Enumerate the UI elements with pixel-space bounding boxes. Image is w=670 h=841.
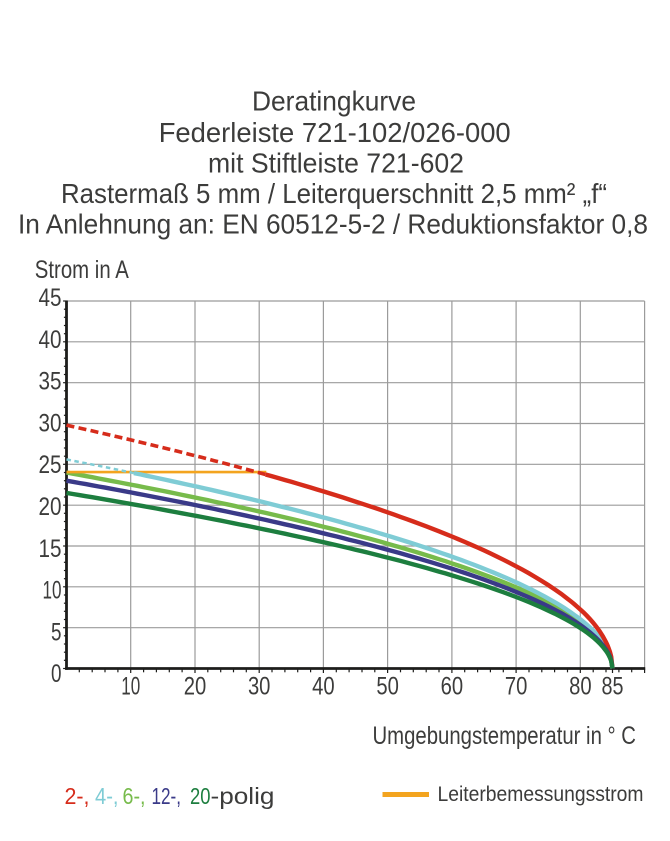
svg-text:Leiterbemessungsstrom: Leiterbemessungsstrom xyxy=(438,783,644,806)
svg-text:15: 15 xyxy=(39,535,62,563)
svg-text:80: 80 xyxy=(569,673,592,701)
svg-text:0: 0 xyxy=(51,660,62,688)
svg-text:20: 20 xyxy=(184,673,207,701)
svg-text:Federleiste 721-102/026-000: Federleiste 721-102/026-000 xyxy=(159,117,511,148)
svg-text:5: 5 xyxy=(51,618,62,646)
svg-text:-polig: -polig xyxy=(211,783,275,809)
svg-text:Strom in A: Strom in A xyxy=(35,256,129,284)
svg-text:Rastermaß 5 mm / Leiterquersch: Rastermaß 5 mm / Leiterquerschnitt 2,5 m… xyxy=(61,178,607,209)
svg-text:85: 85 xyxy=(601,673,623,701)
svg-text:45: 45 xyxy=(39,284,62,312)
svg-text:20: 20 xyxy=(190,783,211,809)
svg-text:25: 25 xyxy=(39,451,62,479)
svg-text:2-,: 2-, xyxy=(65,783,90,809)
svg-text:mit Stiftleiste 721-602: mit Stiftleiste 721-602 xyxy=(208,148,464,179)
svg-text:35: 35 xyxy=(39,368,62,396)
svg-text:40: 40 xyxy=(39,326,62,354)
svg-text:In Anlehnung an: EN 60512-5-2: In Anlehnung an: EN 60512-5-2 / Reduktio… xyxy=(18,209,648,240)
svg-text:20: 20 xyxy=(39,493,62,521)
svg-text:70: 70 xyxy=(505,673,528,701)
svg-text:30: 30 xyxy=(39,410,62,438)
svg-text:40: 40 xyxy=(312,673,335,701)
svg-text:10: 10 xyxy=(43,577,62,605)
svg-text:30: 30 xyxy=(248,673,271,701)
svg-text:Deratingkurve: Deratingkurve xyxy=(252,86,416,117)
svg-text:4-,: 4-, xyxy=(95,783,119,809)
svg-text:Umgebungstemperatur in ° C: Umgebungstemperatur in ° C xyxy=(373,722,637,750)
svg-text:10: 10 xyxy=(121,673,140,701)
svg-text:12-,: 12-, xyxy=(152,783,182,809)
svg-text:6-,: 6-, xyxy=(123,783,146,809)
svg-text:60: 60 xyxy=(441,673,464,701)
svg-text:50: 50 xyxy=(376,673,399,701)
